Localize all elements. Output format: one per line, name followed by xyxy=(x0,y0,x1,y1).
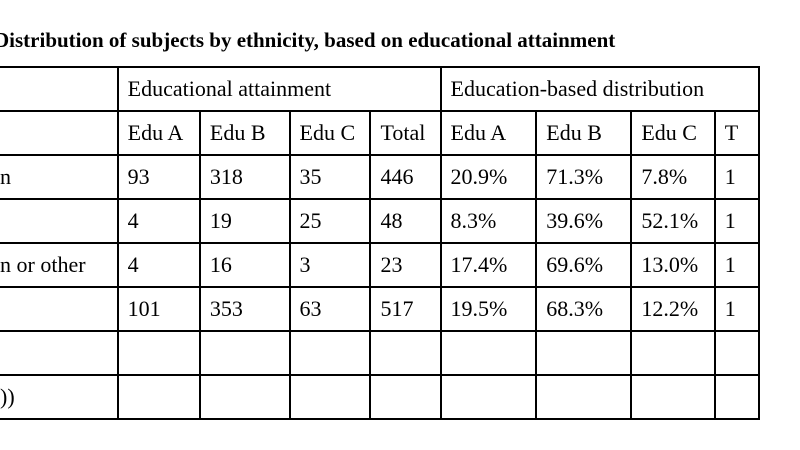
distribution-group-header: Education-based distribution xyxy=(439,66,761,112)
cell-dist-edu-b: 68.3% xyxy=(535,286,633,332)
row-label-subheader-cell xyxy=(0,110,119,156)
cell-dist-edu-a: 8.3% xyxy=(439,198,538,244)
cell-dist-edu-a: 17.4% xyxy=(439,242,538,288)
subheader-edu-c: Edu C xyxy=(288,110,372,156)
header-group-row: Educational attainment Education-based d… xyxy=(0,66,761,112)
row-label xyxy=(0,286,119,332)
cell-dist-edu-c xyxy=(630,374,716,420)
cell-edu-c: 35 xyxy=(288,154,372,200)
subheader-dist-edu-b: Edu B xyxy=(535,110,633,156)
attainment-group-header: Educational attainment xyxy=(116,66,442,112)
cell-dist-edu-b: 39.6% xyxy=(535,198,633,244)
table-row xyxy=(0,330,761,376)
cell-edu-c: 63 xyxy=(288,286,372,332)
subheader-dist-edu-c: Edu C xyxy=(630,110,716,156)
row-label xyxy=(0,198,119,244)
row-label: )) xyxy=(0,374,119,420)
cell-edu-c xyxy=(288,330,372,376)
distribution-table: Educational attainment Education-based d… xyxy=(0,66,761,420)
subheader-edu-a: Edu A xyxy=(116,110,201,156)
cell-edu-a: 4 xyxy=(116,242,201,288)
cell-dist-edu-a: 19.5% xyxy=(439,286,538,332)
subheader-dist-clipped: T xyxy=(713,110,761,156)
cell-edu-a: 4 xyxy=(116,198,201,244)
cell-edu-b xyxy=(198,374,291,420)
cell-edu-b xyxy=(198,330,291,376)
cell-clipped: 1 xyxy=(713,286,761,332)
cell-edu-b: 16 xyxy=(198,242,291,288)
subheader-edu-b: Edu B xyxy=(198,110,291,156)
cell-total: 23 xyxy=(369,242,442,288)
subheader-total: Total xyxy=(369,110,442,156)
cell-dist-edu-a xyxy=(439,330,538,376)
cell-dist-edu-c: 7.8% xyxy=(630,154,716,200)
cell-dist-edu-a xyxy=(439,374,538,420)
row-label: n or other xyxy=(0,242,119,288)
table-row: n 93 318 35 446 20.9% 71.3% 7.8% 1 xyxy=(0,154,761,200)
cell-clipped: 1 xyxy=(713,242,761,288)
cell-edu-a: 101 xyxy=(116,286,201,332)
cell-dist-edu-a: 20.9% xyxy=(439,154,538,200)
cell-dist-edu-b xyxy=(535,330,633,376)
cell-edu-a xyxy=(116,330,201,376)
cell-edu-a: 93 xyxy=(116,154,201,200)
table-row: )) xyxy=(0,374,761,420)
cell-total: 48 xyxy=(369,198,442,244)
cell-edu-b: 353 xyxy=(198,286,291,332)
subheader-row: Edu A Edu B Edu C Total Edu A Edu B Edu … xyxy=(0,110,761,156)
row-label: n xyxy=(0,154,119,200)
table-row: n or other 4 16 3 23 17.4% 69.6% 13.0% 1 xyxy=(0,242,761,288)
cell-edu-b: 318 xyxy=(198,154,291,200)
cell-edu-c xyxy=(288,374,372,420)
cell-total: 446 xyxy=(369,154,442,200)
cell-dist-edu-c: 13.0% xyxy=(630,242,716,288)
subheader-dist-edu-a: Edu A xyxy=(439,110,538,156)
cell-dist-edu-b: 71.3% xyxy=(535,154,633,200)
cell-total: 517 xyxy=(369,286,442,332)
cell-total xyxy=(369,374,442,420)
table-row: 4 19 25 48 8.3% 39.6% 52.1% 1 xyxy=(0,198,761,244)
cell-dist-edu-c: 52.1% xyxy=(630,198,716,244)
cell-dist-edu-c xyxy=(630,330,716,376)
cell-clipped: 1 xyxy=(713,154,761,200)
cell-clipped xyxy=(713,330,761,376)
cell-edu-c: 3 xyxy=(288,242,372,288)
cell-clipped xyxy=(713,374,761,420)
cell-dist-edu-b xyxy=(535,374,633,420)
cell-dist-edu-b: 69.6% xyxy=(535,242,633,288)
cell-clipped: 1 xyxy=(713,198,761,244)
cell-edu-c: 25 xyxy=(288,198,372,244)
cell-edu-b: 19 xyxy=(198,198,291,244)
cell-edu-a xyxy=(116,374,201,420)
cell-dist-edu-c: 12.2% xyxy=(630,286,716,332)
row-label xyxy=(0,330,119,376)
table-title: Distribution of subjects by ethnicity, b… xyxy=(0,28,616,52)
table-row: 101 353 63 517 19.5% 68.3% 12.2% 1 xyxy=(0,286,761,332)
cell-total xyxy=(369,330,442,376)
row-label-header-cell xyxy=(0,66,119,112)
